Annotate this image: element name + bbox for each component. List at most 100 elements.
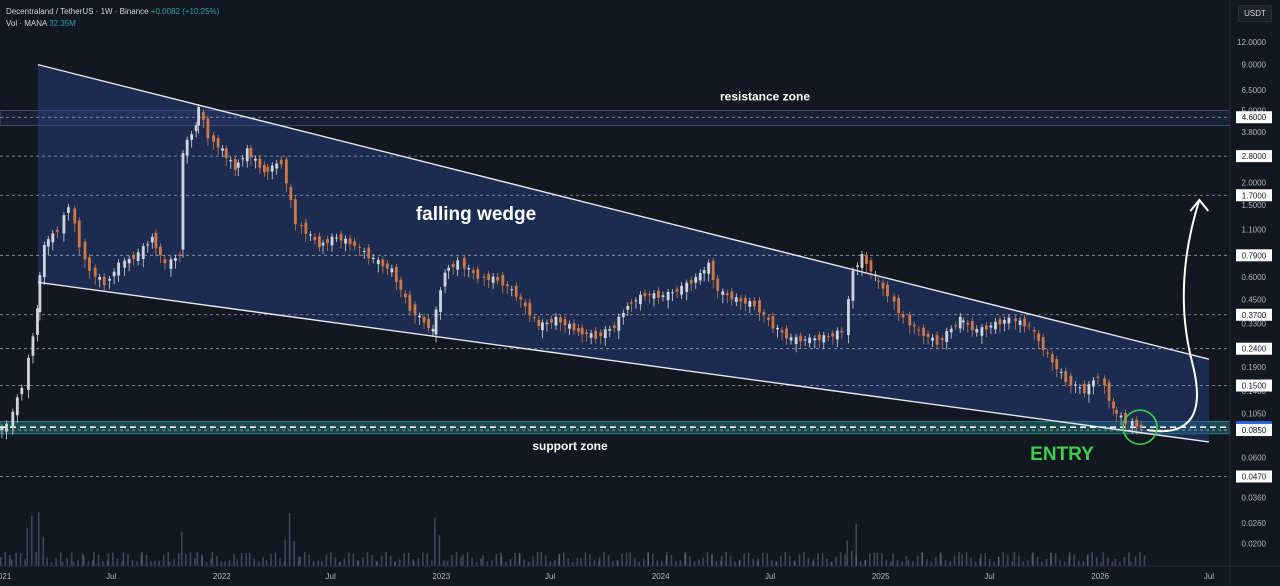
candle-body: [431, 328, 435, 332]
candle-body: [758, 300, 761, 313]
candle-body: [541, 322, 544, 331]
candle-body: [212, 135, 216, 142]
volume-bar: [122, 552, 125, 566]
candle-body: [734, 297, 738, 302]
volume-bar: [961, 554, 963, 566]
projection-arrowhead: [1189, 198, 1210, 212]
candle-body: [1041, 337, 1045, 351]
candle-body: [589, 333, 593, 338]
volume-bar: [527, 561, 530, 566]
candle-body: [612, 325, 616, 328]
volume-bar: [756, 561, 759, 566]
currency-button[interactable]: USDT: [1238, 5, 1272, 22]
volume-bar: [55, 558, 57, 566]
candle-body: [808, 337, 812, 344]
candle-body: [270, 165, 274, 172]
candle-body: [194, 125, 198, 132]
candle-body: [767, 317, 770, 320]
candle-body: [831, 333, 835, 337]
volume-bar: [689, 556, 691, 566]
volume-bar: [1032, 552, 1034, 566]
candle-body: [362, 251, 366, 253]
candle-body: [634, 300, 638, 302]
volume-bar: [1102, 552, 1105, 566]
volume-bar: [589, 553, 591, 566]
x-tick-label: 2026: [1091, 572, 1109, 581]
candle-body: [776, 327, 779, 330]
candle-body: [554, 316, 558, 326]
volume-bar: [279, 558, 281, 566]
volume-bar: [339, 561, 341, 566]
candle-body: [1007, 317, 1011, 324]
candle-body: [132, 255, 136, 260]
volume-bar: [711, 554, 713, 566]
symbol-label[interactable]: Decentraland / TetherUS · 1W · Binance: [6, 7, 149, 16]
volume-bar: [1100, 561, 1103, 566]
volume-bar: [738, 560, 741, 566]
volume-bar: [868, 553, 871, 566]
candle-body: [127, 258, 131, 264]
volume-bar: [270, 553, 272, 566]
volume-bar: [965, 552, 968, 566]
candle-body: [523, 302, 527, 307]
volume-bar: [455, 552, 458, 566]
candle-body: [826, 336, 830, 338]
volume-bar: [812, 559, 815, 566]
x-tick-label: Jul: [545, 572, 555, 581]
candle-body: [77, 220, 81, 248]
candle-body: [174, 258, 177, 261]
candle-body: [236, 162, 240, 168]
candle-body: [1064, 371, 1068, 382]
volume-bar: [905, 555, 908, 566]
volume-bar: [979, 553, 982, 566]
candle-body: [639, 294, 642, 305]
candle-body: [197, 107, 200, 126]
candle-body: [550, 319, 553, 323]
volume-bar: [598, 556, 601, 566]
volume-bar: [480, 558, 482, 566]
volume-bar: [1143, 555, 1146, 566]
candle-body: [102, 276, 106, 286]
volume-bar: [625, 552, 628, 566]
volume-bar: [798, 554, 801, 566]
volume-bar: [665, 555, 668, 566]
volume-bar: [30, 515, 33, 566]
candle-body: [313, 237, 317, 241]
volume-bar: [253, 558, 255, 566]
candle-body: [621, 312, 625, 318]
candle-body: [563, 319, 567, 326]
volume-bar: [303, 552, 306, 566]
volume-bar: [288, 513, 291, 566]
volume-bar: [299, 556, 301, 566]
candle-body: [961, 320, 965, 323]
candle-body: [568, 324, 571, 329]
candle-body: [1037, 333, 1041, 341]
candle-body: [178, 254, 182, 257]
x-tick-label: Jul: [1204, 572, 1214, 581]
volume-bar: [997, 556, 1000, 566]
volume-bar: [509, 559, 512, 566]
candle-body: [27, 357, 30, 390]
candle-body: [917, 329, 921, 331]
volume-bar: [698, 559, 700, 566]
candle-body: [46, 239, 50, 247]
volume-bar: [743, 553, 745, 566]
volume-bar: [859, 561, 862, 566]
volume-bar: [757, 558, 760, 566]
price-level-tag: [1236, 379, 1272, 392]
volume-bar: [177, 553, 180, 566]
volume-bar: [784, 552, 787, 566]
candle-body: [897, 297, 901, 314]
candle-body: [190, 134, 194, 140]
volume-bar: [638, 561, 641, 566]
volume-bar: [460, 557, 462, 566]
candle-body: [434, 309, 438, 335]
volume-bar: [127, 554, 129, 566]
candle-body: [1103, 378, 1106, 386]
volume-bar: [500, 556, 503, 566]
volume-bar: [916, 555, 919, 566]
volume-bar: [308, 555, 310, 566]
candle-body: [532, 317, 536, 319]
price-level-tag: [1236, 111, 1272, 124]
